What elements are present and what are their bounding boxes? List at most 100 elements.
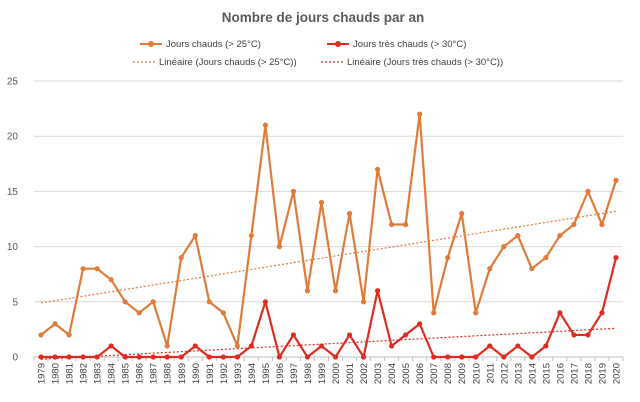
data-point-hot-days [206, 299, 212, 305]
data-point-very-hot-days [234, 354, 240, 360]
data-point-hot-days [417, 111, 423, 117]
data-point-hot-days [599, 221, 605, 228]
legend: Jours chauds (> 25°C) Jours très chauds … [133, 39, 503, 68]
data-point-very-hot-days [94, 354, 100, 360]
x-tick-label: 1980 [51, 363, 62, 384]
data-point-hot-days [248, 232, 254, 239]
x-tick-label: 2008 [443, 363, 454, 384]
legend-marker-very-hot-days [335, 41, 341, 47]
legend-item-trend-very-hot-days: Linéaire (Jours très chauds (> 30°C)) [321, 57, 503, 68]
x-tick-label: 2016 [555, 363, 566, 384]
x-tick-label: 1997 [289, 363, 300, 384]
x-tick-label: 2020 [611, 363, 622, 384]
data-point-very-hot-days [557, 310, 563, 316]
data-point-hot-days [94, 266, 100, 272]
data-point-hot-days [473, 310, 479, 316]
chart-title: Nombre de jours chauds par an [222, 10, 425, 25]
data-point-hot-days [360, 299, 367, 305]
legend-label-trend-hot-days: Linéaire (Jours chauds (> 25°C)) [159, 57, 297, 68]
x-tick-label: 1988 [163, 363, 174, 384]
x-tick-label: 1984 [107, 363, 118, 384]
y-tick-label: 25 [7, 77, 19, 88]
data-point-hot-days [122, 299, 128, 305]
x-tick-label: 1987 [149, 363, 160, 384]
x-tick-label: 1992 [219, 363, 230, 384]
data-point-very-hot-days [220, 354, 226, 360]
data-point-hot-days [459, 210, 465, 217]
x-tick-label: 2014 [527, 363, 538, 384]
data-point-hot-days [515, 232, 521, 239]
x-tick-label: 2017 [569, 363, 580, 384]
data-point-hot-days [178, 255, 184, 261]
x-tick-label: 2013 [513, 363, 524, 384]
data-point-very-hot-days [136, 354, 142, 360]
data-point-very-hot-days [304, 354, 311, 360]
data-point-very-hot-days [332, 354, 339, 360]
data-point-very-hot-days [487, 343, 493, 349]
legend-marker-hot-days [148, 41, 154, 47]
x-tick-label: 2004 [387, 363, 398, 384]
data-point-very-hot-days [290, 332, 297, 338]
data-point-very-hot-days [360, 354, 367, 360]
data-point-very-hot-days [38, 354, 44, 360]
data-point-very-hot-days [178, 354, 184, 360]
data-point-very-hot-days [501, 354, 507, 360]
data-point-hot-days [543, 255, 549, 261]
data-point-very-hot-days [599, 310, 605, 316]
x-tick-label: 1985 [121, 363, 132, 384]
data-point-hot-days [220, 310, 226, 316]
x-tick-label: 2019 [597, 363, 608, 384]
data-point-hot-days [192, 232, 198, 239]
x-tick-label: 1990 [191, 363, 202, 384]
data-point-very-hot-days [248, 343, 254, 349]
data-point-very-hot-days [66, 354, 72, 360]
data-point-hot-days [585, 188, 591, 194]
x-axis: 1979 1980 1981 1982 1983 1984 1985 1986 1987 1988… [33, 357, 624, 384]
data-point-very-hot-days [431, 354, 437, 360]
series [38, 111, 619, 360]
data-point-hot-days [66, 332, 72, 338]
data-point-very-hot-days [122, 354, 128, 360]
trendlines [40, 210, 617, 360]
y-tick-label: 15 [7, 187, 19, 198]
y-tick-label: 10 [7, 242, 19, 253]
data-point-very-hot-days [473, 354, 479, 360]
legend-label-trend-very-hot-days: Linéaire (Jours très chauds (> 30°C)) [347, 57, 503, 68]
data-point-very-hot-days [529, 354, 535, 360]
data-point-very-hot-days [417, 321, 423, 327]
data-point-hot-days [52, 321, 58, 327]
data-point-hot-days [276, 244, 283, 250]
x-tick-label: 2005 [401, 363, 412, 384]
data-point-hot-days [38, 332, 44, 338]
data-point-hot-days [346, 210, 353, 217]
x-tick-label: 2009 [457, 363, 468, 384]
data-point-very-hot-days [150, 354, 156, 360]
x-tick-label: 2001 [345, 363, 356, 384]
x-tick-label: 2012 [499, 363, 510, 384]
data-point-very-hot-days [164, 354, 170, 360]
data-point-hot-days [318, 199, 325, 206]
data-point-very-hot-days [445, 354, 451, 360]
data-point-hot-days [332, 288, 339, 294]
data-point-very-hot-days [543, 343, 549, 349]
x-tick-label: 1982 [79, 363, 90, 384]
data-point-hot-days [571, 221, 577, 228]
x-tick-label: 1998 [303, 363, 314, 384]
y-axis: 0 5 10 15 20 25 [7, 77, 19, 364]
data-point-hot-days [80, 266, 86, 272]
x-tick-label: 2002 [359, 363, 370, 384]
data-point-hot-days [431, 310, 437, 316]
data-point-very-hot-days [515, 343, 521, 349]
data-point-hot-days [501, 244, 507, 250]
y-tick-label: 20 [7, 132, 19, 143]
x-tick-label: 1991 [205, 363, 216, 384]
data-point-hot-days [136, 310, 142, 316]
data-point-very-hot-days [108, 343, 114, 349]
data-point-hot-days [150, 299, 156, 305]
y-tick-label: 0 [12, 353, 18, 364]
data-point-hot-days [557, 232, 563, 239]
data-point-hot-days [234, 343, 240, 349]
x-tick-label: 1995 [261, 363, 272, 384]
data-point-hot-days [164, 343, 170, 349]
data-point-hot-days [374, 166, 381, 172]
